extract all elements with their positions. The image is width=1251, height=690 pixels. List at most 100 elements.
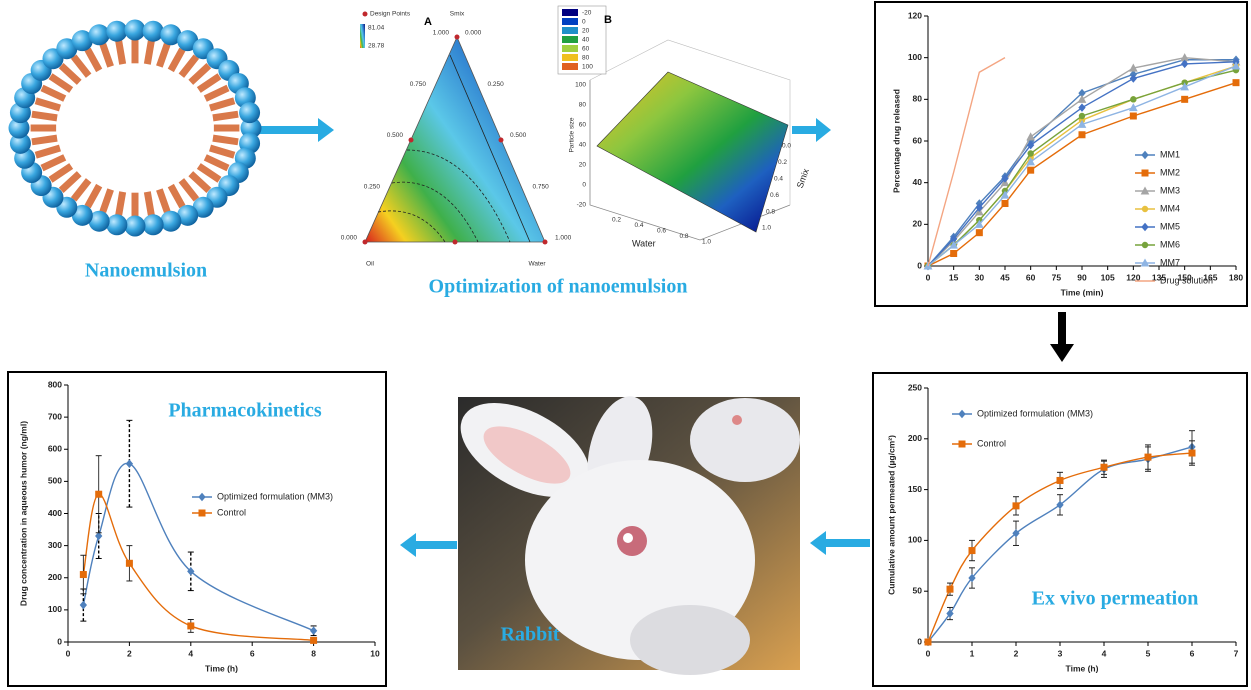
marker [125,459,134,468]
marker [95,531,103,541]
tail [196,73,222,93]
arrow [810,531,870,555]
x-tick: 0.4 [635,222,644,229]
z-tick: 100 [575,82,586,89]
marker [1231,61,1241,70]
x-tick-label: 8 [311,648,316,658]
vertex-label: Oil [366,261,375,268]
marker [1141,169,1149,177]
y-tick-label: 200 [908,433,922,443]
marker [1188,449,1196,457]
legend-max: 81.04 [368,25,385,32]
tail [212,134,239,146]
y-tick-label: 100 [908,52,922,62]
marker [310,636,318,644]
marker [1027,140,1035,150]
tail [209,144,236,159]
x-tick-label: 7 [1234,648,1239,658]
y-tick-label: 250 [908,382,922,392]
tail [34,144,61,159]
x-tick-label: 75 [1052,272,1062,282]
marker [1026,157,1036,166]
marker [946,585,954,593]
x-tick-label: 0 [926,648,931,658]
legend-swatch [562,36,578,43]
tail [178,178,200,202]
series-line [927,452,1193,643]
chart-frame [874,1,1248,307]
ternary-tick: 0.250 [364,183,381,190]
head [8,117,30,139]
marker [1140,258,1150,267]
y-tick-label: 80 [913,94,923,104]
tail [48,73,74,93]
z-tick: 40 [579,142,587,149]
ternary-ticks: 1.000 0.000 0.750 0.250 0.500 0.500 0.250 0.750… [341,30,572,242]
marker [968,547,976,555]
x-tick: 0.2 [612,217,621,224]
x-tick-label: 2 [1014,648,1019,658]
ternary-tick: 0.750 [410,81,427,88]
marker [198,492,206,502]
marker [79,571,87,579]
x-tick-label: 5 [1146,648,1151,658]
marker [1180,82,1190,91]
legend-label: MM6 [1160,239,1180,249]
y-tick-label: 400 [48,508,62,518]
tail [156,188,171,214]
head [124,215,146,237]
surface-decor: -20 0 20 40 60 80 100 100 80 60 40 20 0 -20 0.2 0.4 0.6 0… [562,9,791,246]
marker [958,440,966,448]
chart-frame [7,371,387,687]
ternary-tick: 0.750 [533,183,550,190]
z-tick: 60 [579,122,587,129]
legend-label: MM1 [1160,149,1180,159]
marker [1141,241,1149,249]
rabbit-photo [458,396,800,675]
y-tick-label: 0 [57,636,62,646]
marker [1012,502,1020,510]
legend-label: 40 [582,37,590,44]
legend-marker [362,11,368,17]
tail [31,110,58,122]
tail [212,110,239,122]
x-tick-label: 15 [949,272,959,282]
head [88,210,110,232]
tail [115,40,127,65]
legend-label: 60 [582,46,590,53]
tail [84,183,103,209]
legend-min: 28.78 [368,43,385,50]
x-tick-label: 10 [370,648,380,658]
legend-label: MM4 [1160,203,1180,213]
marker [1026,132,1036,141]
x-axis-label: Time (min) [1061,287,1104,297]
head [9,132,31,154]
y-tick: 0.0 [782,143,791,150]
marker [1140,186,1150,195]
legend-swatch [562,54,578,61]
surface [596,71,789,233]
marker [1027,166,1035,174]
ternary-tick: 0.000 [465,30,482,37]
y-tick-label: 500 [48,476,62,486]
tail [70,54,92,78]
head [71,30,93,52]
z-tick: 0 [582,182,586,189]
x-tick-label: 120 [1126,272,1140,282]
y-tick: 0.2 [778,159,787,166]
ternary-tick: 1.000 [555,235,572,242]
y-tick: 0.6 [770,192,779,199]
legend-label: Control [217,507,246,517]
marker [1130,96,1137,103]
tail [209,97,236,112]
x-tick: 1.0 [702,239,711,246]
x-tick-label: 6 [250,648,255,658]
y-tick-label: 200 [48,572,62,582]
head [240,117,262,139]
marker [1077,94,1087,103]
y-tick-label: 20 [913,219,923,229]
marker [1181,95,1189,103]
legend-label: Optimized formulation (MM3) [977,408,1093,418]
y-tick-label: 0 [917,636,922,646]
marker [946,609,954,618]
